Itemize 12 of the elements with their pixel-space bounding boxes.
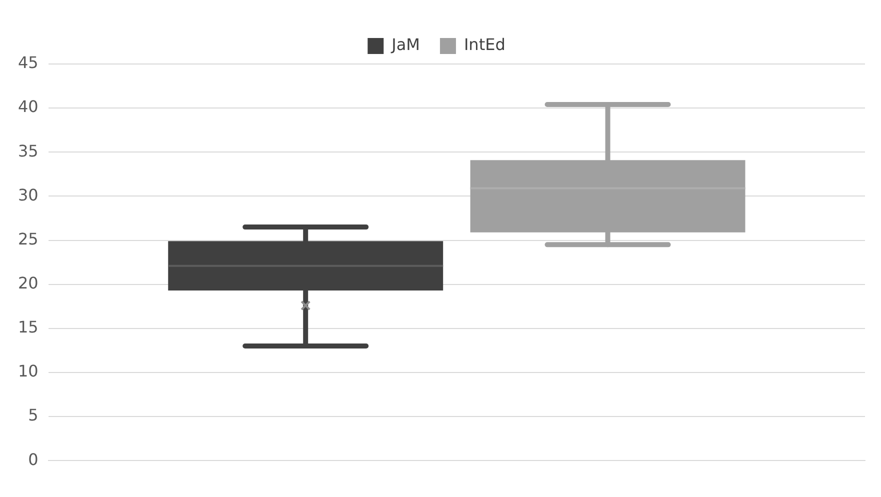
y-tick-label: 35 xyxy=(18,141,38,160)
y-tick-label: 25 xyxy=(18,229,38,248)
y-tick-label: 5 xyxy=(28,406,38,425)
y-tick-label: 30 xyxy=(18,185,38,204)
legend-label: IntEd xyxy=(464,35,506,54)
y-tick-label: 10 xyxy=(18,362,38,381)
y-tick-label: 40 xyxy=(18,97,38,116)
y-tick-label: 20 xyxy=(18,273,38,292)
y-tick-label: 0 xyxy=(28,450,38,469)
legend-label: JaM xyxy=(390,35,420,54)
y-tick-label: 15 xyxy=(18,318,38,337)
y-tick-label: 45 xyxy=(18,53,38,72)
